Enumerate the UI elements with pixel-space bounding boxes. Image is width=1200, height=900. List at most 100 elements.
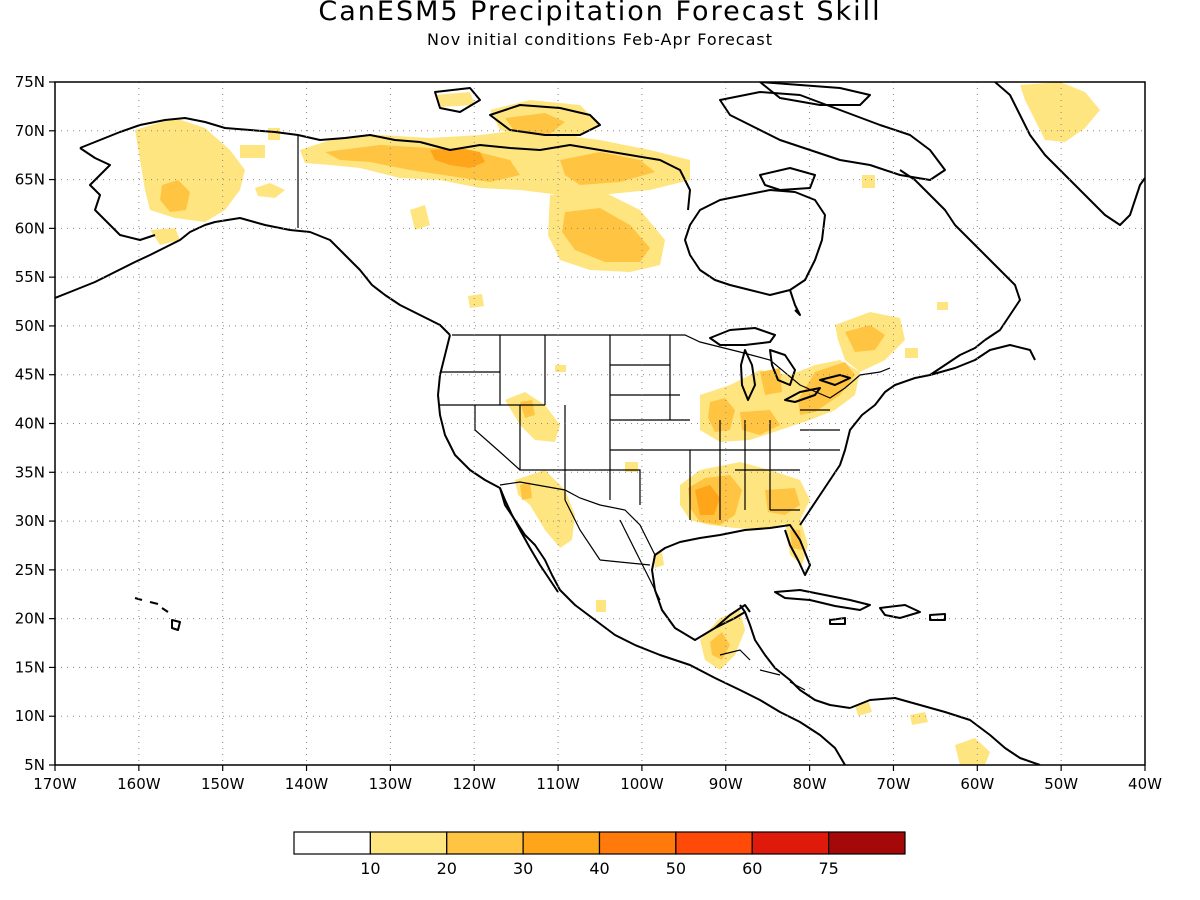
coastline-nova-scotia [929, 339, 986, 376]
coastline-hispaniola [879, 604, 921, 619]
coastline-alaska-bering [79, 147, 156, 241]
lon-tick-label: 80W [793, 775, 827, 793]
lon-tick-label: 170W [33, 775, 77, 793]
state-lines-west [440, 335, 611, 500]
skill-region-alaska [135, 118, 245, 222]
coastline-east-us [799, 344, 1036, 526]
lon-tick-label: 70W [877, 775, 911, 793]
skill-region-utah [505, 392, 560, 442]
map-title: CanESM5 Precipitation Forecast Skill [318, 0, 882, 27]
colorbar-label: 20 [437, 859, 457, 878]
coastline-jamaica [829, 617, 846, 625]
skill-region-great-lakes-core [708, 398, 735, 432]
colorbar-swatch [598, 831, 677, 855]
lon-tick-label: 40W [1128, 775, 1162, 793]
latitude-axis: 75N 70N 65N 60N 55N 50N 45N 40N 35N 30N 25N 20N 15N 1… [15, 73, 55, 774]
skill-region-central-america-core [710, 632, 730, 660]
coastline-labrador [899, 169, 1021, 341]
coastline-alaska-west [55, 217, 451, 336]
skill-region-venezuela [955, 738, 990, 765]
lon-tick-label: 130W [369, 775, 413, 793]
coastline-puerto-rico [929, 613, 946, 621]
coastline-arctic-mainland [419, 141, 691, 211]
colorbar-label: 60 [742, 859, 762, 878]
colorbar-label: 75 [818, 859, 838, 878]
coastline-victoria-island [489, 104, 601, 136]
border-mexico-states [564, 499, 661, 601]
state-lines-east [690, 409, 840, 520]
skill-region-alaska-core [160, 180, 190, 212]
skill-region-arctic-north [435, 92, 475, 107]
state-lines-plains [610, 335, 691, 520]
skill-region-mexico-dot [596, 600, 606, 612]
coastline-hudson-bay [684, 189, 826, 296]
coastline-yucatan [714, 604, 751, 629]
lat-tick-label: 20N [15, 610, 45, 628]
colorbar-label: 40 [589, 859, 609, 878]
colorbar-swatch [446, 831, 524, 855]
skill-region-florida-core [790, 530, 802, 550]
coastline-cuba [774, 589, 871, 611]
colorbar-legend: 10 20 30 40 50 60 75 [293, 831, 906, 878]
colorbar-label: 50 [666, 859, 686, 878]
coastline-greenland [994, 82, 1145, 226]
colorbar-swatch [293, 831, 371, 855]
border-central-america [719, 649, 806, 691]
colorbar-swatch [675, 831, 753, 855]
lat-tick-label: 60N [15, 219, 45, 237]
lon-tick-label: 120W [452, 775, 496, 793]
coastline-alaska-north [79, 117, 421, 149]
lat-tick-label: 70N [15, 122, 45, 140]
coastline-gulf-north [654, 524, 811, 576]
colorbar-label: 10 [360, 859, 380, 878]
skill-region-nwt-core-2 [430, 148, 485, 168]
lat-tick-label: 45N [15, 366, 45, 384]
lake-michigan [740, 349, 756, 401]
coastline-ellesmere [759, 82, 871, 106]
lon-tick-label: 60W [960, 775, 994, 793]
coastline-gulf [651, 554, 746, 641]
lake-erie [784, 387, 821, 403]
coastline-central-america-east [744, 611, 851, 709]
lon-tick-label: 100W [620, 775, 664, 793]
lat-tick-label: 65N [15, 171, 45, 189]
lat-tick-label: 25N [15, 561, 45, 579]
coastline-james-bay [789, 289, 801, 316]
skill-region-southeast-core-2 [695, 485, 720, 515]
lake-superior [709, 327, 776, 346]
lon-tick-label: 160W [117, 775, 161, 793]
coastline-banks-island [434, 87, 481, 113]
skill-region-eastern-canada-core [845, 325, 885, 352]
skill-region-bc [468, 294, 484, 308]
lon-tick-label: 50W [1044, 775, 1078, 793]
longitude-axis: 170W 160W 150W 140W 130W 120W 110W 100W 90W 80W 70… [33, 765, 1162, 793]
lat-tick-label: 50N [15, 317, 45, 335]
skill-region-arctic-islands-core [505, 113, 565, 134]
coastline-pacific-us [437, 334, 846, 765]
coastline-hawaii [134, 597, 181, 631]
lon-tick-label: 140W [285, 775, 329, 793]
colorbar-swatch [522, 831, 601, 855]
lat-tick-label: 75N [15, 73, 45, 91]
skill-region-alaska-coast [150, 228, 180, 245]
coastline-southampton [759, 167, 816, 191]
lat-tick-label: 30N [15, 512, 45, 530]
border-us-mexico [499, 481, 656, 556]
skill-region-georgia [765, 488, 800, 515]
skill-region-sonora-core [520, 482, 532, 500]
skill-region-alaska-south [255, 183, 285, 198]
skill-region-yukon-bits [240, 128, 280, 158]
skill-region-greenland [1020, 82, 1100, 142]
skill-region-hudson-small [410, 205, 430, 230]
lake-huron [769, 349, 796, 386]
skill-region-hudson-core [562, 208, 650, 262]
political-borders [297, 135, 891, 691]
lat-tick-label: 10N [15, 707, 45, 725]
skill-region-wyoming-dot [555, 365, 638, 472]
skill-shading [135, 82, 1100, 765]
border-us-canada [452, 334, 891, 399]
lake-ontario [819, 374, 851, 386]
lat-tick-label: 35N [15, 463, 45, 481]
colorbar-swatch [828, 831, 906, 855]
